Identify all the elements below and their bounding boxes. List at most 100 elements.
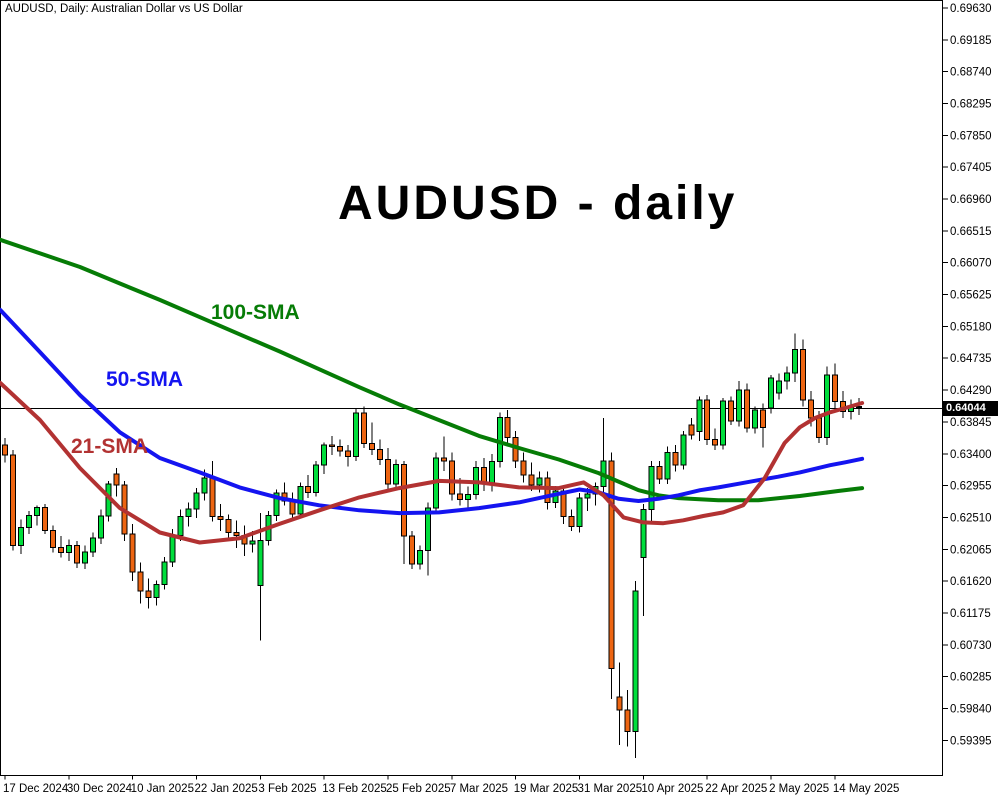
price-axis-label: 0.61175 <box>950 608 991 620</box>
price-axis-label: 0.64735 <box>950 353 992 365</box>
candle-bear <box>345 450 352 458</box>
candle-bull <box>313 464 320 493</box>
sma-line-100-sma <box>0 237 865 503</box>
candle-bull <box>768 377 775 409</box>
price-axis-label: 0.63845 <box>950 417 992 429</box>
candle-bull <box>33 506 40 516</box>
candle-bear <box>305 486 312 493</box>
price-axis-label: 0.65625 <box>950 290 992 302</box>
candle-bear <box>217 516 224 521</box>
price-axis-label: 0.62065 <box>950 544 992 556</box>
date-axis-label: 22 Apr 2025 <box>705 783 767 795</box>
candle-bear <box>807 399 814 419</box>
candle-bear <box>369 443 376 450</box>
date-axis-label: 31 Mar 2025 <box>578 783 643 795</box>
candle-bear <box>760 409 767 428</box>
candle-bull <box>249 540 256 545</box>
candle-bull <box>416 549 423 565</box>
candle-bear <box>704 399 711 440</box>
candle-bear <box>480 466 487 484</box>
candle-bull <box>823 374 830 438</box>
candle-bull <box>17 526 24 546</box>
candle-bear <box>337 446 344 452</box>
date-axis-label: 22 Jan 2025 <box>195 783 258 795</box>
chart-title: AUDUSD - daily <box>338 177 738 230</box>
sma-line-50-sma <box>0 307 865 516</box>
candle-bull <box>153 584 160 599</box>
candle-bear <box>456 493 463 501</box>
candle-bear <box>815 417 822 438</box>
candle-bull <box>169 534 176 563</box>
candle-bear <box>401 463 407 537</box>
date-axis-label: 10 Jan 2025 <box>131 783 194 795</box>
price-axis-label: 0.66070 <box>950 258 992 270</box>
candle-bull <box>177 516 184 536</box>
candle-bull <box>201 477 208 494</box>
price-axis-label: 0.64290 <box>950 385 992 397</box>
candle-bull <box>584 493 591 499</box>
candle-bull <box>736 389 743 422</box>
candle-bull <box>784 372 791 382</box>
candle-bull <box>576 497 583 528</box>
candle-bull <box>97 515 104 539</box>
candle-bull <box>321 444 328 466</box>
candle-bull <box>393 463 400 485</box>
price-axis-label: 0.65180 <box>950 321 992 333</box>
candle-bull <box>488 461 495 484</box>
plot-border <box>0 0 943 776</box>
price-axis-label: 0.63400 <box>950 449 992 461</box>
price-axis-label: 0.67850 <box>950 130 992 142</box>
candle-bull <box>257 539 264 586</box>
price-axis-label: 0.61620 <box>950 576 992 588</box>
candle-bull <box>680 434 687 466</box>
price-axis-label: 0.59395 <box>950 735 992 747</box>
candle-bear <box>528 474 535 486</box>
candle-bull <box>640 509 647 559</box>
candle-bear <box>831 374 838 403</box>
candle-bear <box>800 348 806 401</box>
candle-bear <box>289 500 296 515</box>
candle-bear <box>9 454 16 546</box>
candle-bear <box>608 460 615 669</box>
candle-bull <box>720 400 727 446</box>
candle-bear <box>504 416 511 438</box>
candle-bull <box>464 494 471 501</box>
candle-bear <box>209 477 216 518</box>
candle-bear <box>688 424 695 436</box>
candle-bear <box>520 460 527 476</box>
candle-bull <box>664 451 671 480</box>
sma-50-label: 50-SMA <box>106 368 184 391</box>
candle-bear <box>113 473 120 486</box>
candle-bear <box>41 506 48 531</box>
price-axis-label: 0.69630 <box>950 3 992 15</box>
date-axis-label: 7 Mar 2025 <box>450 783 508 795</box>
candle-bear <box>408 535 415 565</box>
candle-bear <box>448 460 455 495</box>
candle-bull <box>496 416 503 463</box>
date-axis-label: 14 May 2025 <box>833 783 900 795</box>
candle-bear <box>568 516 575 528</box>
candle-bear <box>712 438 719 446</box>
candle-bear <box>233 531 240 536</box>
candle-bull <box>648 466 655 511</box>
candle-bear <box>855 406 862 409</box>
date-axis-label: 25 Feb 2025 <box>386 783 451 795</box>
price-axis-label: 0.62510 <box>950 512 992 524</box>
candle-bull <box>193 492 200 510</box>
candle-bull <box>696 399 703 433</box>
candle-bear <box>624 709 631 732</box>
candle-bull <box>353 412 360 458</box>
sma-line-21-sma <box>0 380 865 545</box>
candle-bear <box>744 389 751 429</box>
candle-bear <box>2 444 8 456</box>
price-axis-label: 0.59840 <box>950 703 992 715</box>
candle-bull <box>424 507 431 551</box>
candle-bear <box>672 451 679 466</box>
candle-bull <box>776 380 783 394</box>
candle-bear <box>544 477 551 503</box>
candle-bull <box>632 590 639 732</box>
candle-bull <box>81 551 88 564</box>
price-axis-label: 0.69185 <box>950 35 992 47</box>
